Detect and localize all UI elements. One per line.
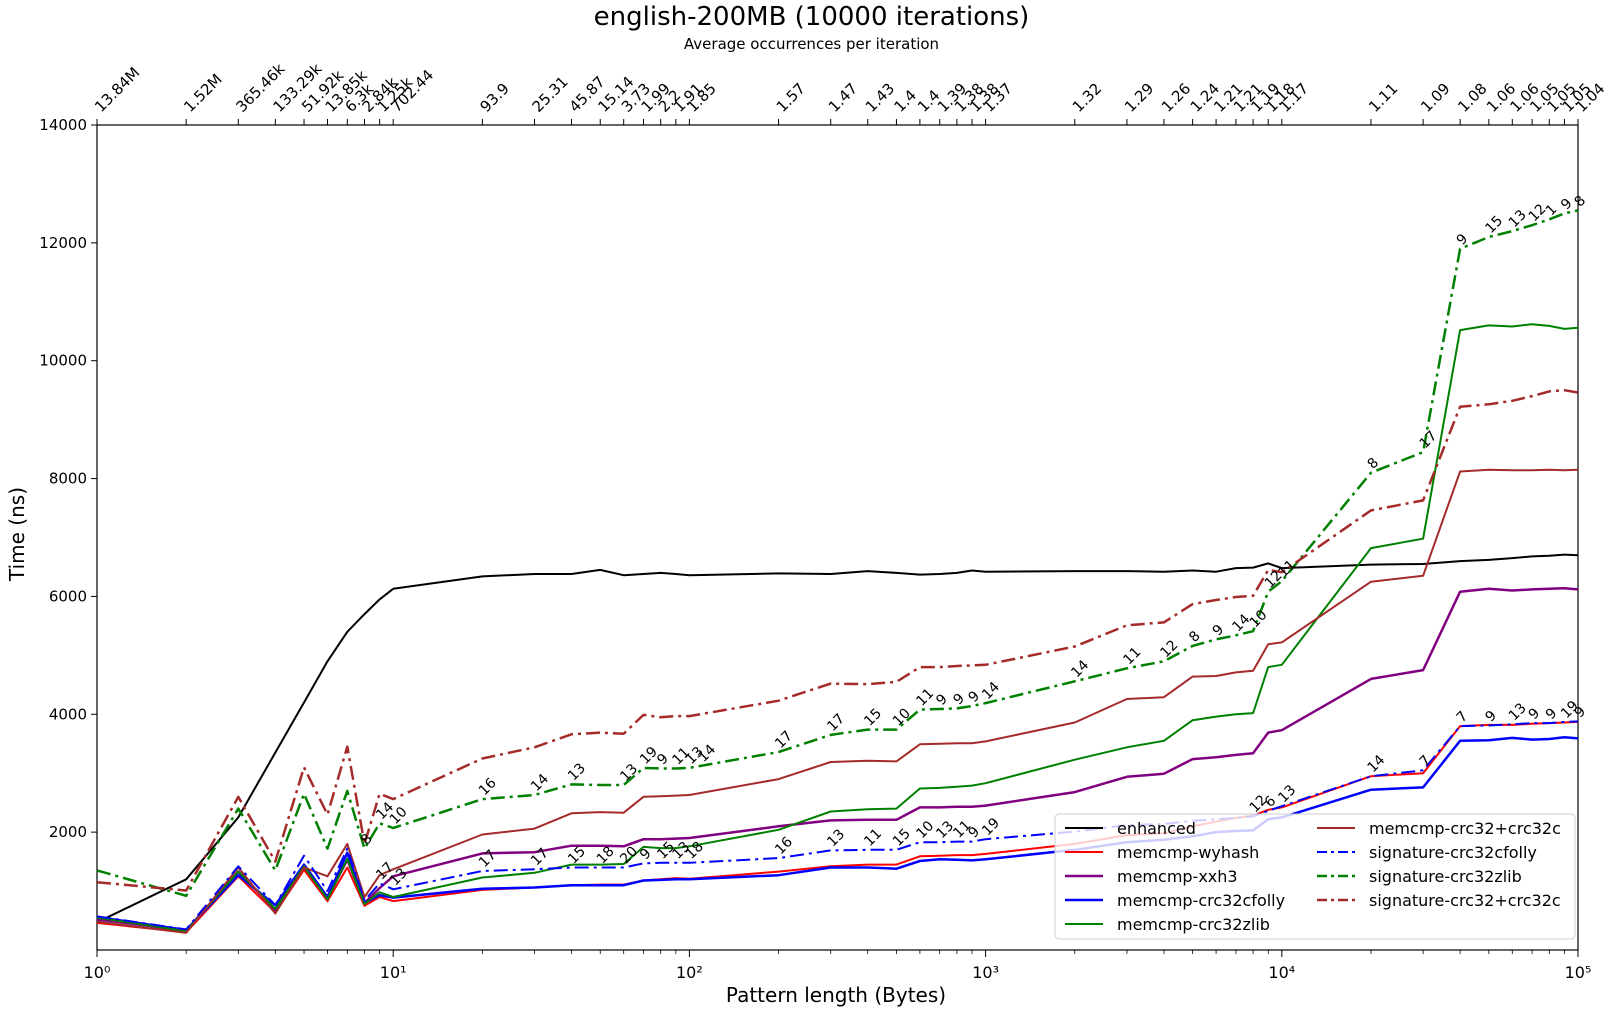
data-annotation: 11 bbox=[861, 826, 885, 850]
data-annotation: 9 bbox=[1572, 704, 1590, 722]
data-annotation: 9 bbox=[1454, 231, 1472, 249]
series-line bbox=[96, 388, 1579, 892]
top-tick-label: 1.09 bbox=[1417, 79, 1453, 115]
series-line bbox=[96, 323, 1579, 933]
y-tick-label: 12000 bbox=[39, 234, 87, 252]
top-tick-label: 1.52M bbox=[180, 70, 225, 115]
data-annotation: 17 bbox=[476, 847, 500, 871]
x-tick-label: 10³ bbox=[972, 963, 999, 982]
data-annotation: 12 bbox=[1157, 637, 1181, 661]
top-tick-label: 1.29 bbox=[1121, 79, 1157, 115]
top-tick-label: 1.26 bbox=[1158, 79, 1194, 115]
data-annotation: 9 bbox=[654, 751, 672, 769]
data-annotation: 17 bbox=[824, 711, 848, 735]
top-tick-label: 25.31 bbox=[529, 73, 572, 116]
data-annotation: 10 bbox=[890, 706, 914, 730]
y-tick-label: 2000 bbox=[49, 823, 87, 841]
series-line bbox=[96, 209, 1579, 898]
x-tick-label: 10¹ bbox=[380, 963, 407, 982]
legend-label: memcmp-crc32cfolly bbox=[1117, 891, 1285, 910]
legend-label: memcmp-crc32+crc32c bbox=[1369, 819, 1561, 838]
series-line bbox=[96, 468, 1579, 934]
top-tick-label: 1.11 bbox=[1365, 79, 1401, 115]
top-tick-label: 1.47 bbox=[825, 79, 861, 115]
legend-label: enhanced bbox=[1117, 819, 1196, 838]
y-tick-label: 6000 bbox=[49, 587, 87, 605]
plot-frame bbox=[96, 124, 1579, 951]
y-tick-label: 14000 bbox=[39, 116, 87, 134]
legend-label: signature-crc32+crc32c bbox=[1369, 891, 1561, 910]
series-line bbox=[96, 720, 1579, 934]
x-tick-label: 10⁴ bbox=[1268, 963, 1295, 982]
x-tick-label: 10⁵ bbox=[1565, 963, 1592, 982]
data-annotation: 17 bbox=[1417, 428, 1441, 452]
top-tick-label: 1.43 bbox=[862, 79, 898, 115]
x-tick-label: 10² bbox=[676, 963, 703, 982]
chart-title: english-200MB (10000 iterations) bbox=[593, 2, 1030, 32]
data-annotation: 9 bbox=[950, 691, 968, 709]
data-annotation: 13 bbox=[824, 826, 848, 850]
data-annotation: 7 bbox=[1417, 752, 1435, 770]
top-tick-label: 93.9 bbox=[476, 79, 512, 115]
data-annotation: 10 bbox=[1247, 607, 1271, 631]
legend-label: signature-crc32cfolly bbox=[1369, 843, 1537, 862]
data-annotation: 13 bbox=[617, 761, 641, 785]
data-annotation: 9 bbox=[1543, 705, 1561, 723]
data-annotation: 17 bbox=[772, 728, 796, 752]
series-line bbox=[96, 586, 1579, 932]
data-annotation: 9 bbox=[1526, 705, 1544, 723]
data-annotation: 15 bbox=[861, 706, 885, 730]
legend-label: memcmp-xxh3 bbox=[1117, 867, 1238, 886]
y-tick-label: 4000 bbox=[49, 705, 87, 723]
y-tick-label: 10000 bbox=[39, 352, 87, 370]
top-tick-label: 1.57 bbox=[773, 79, 809, 115]
top-tick-label: 1.08 bbox=[1454, 79, 1490, 115]
legend-label: signature-crc32zlib bbox=[1369, 867, 1522, 886]
data-annotation: 9 bbox=[1482, 708, 1500, 726]
series-line bbox=[96, 553, 1579, 924]
data-annotation: 18 bbox=[683, 839, 707, 863]
legend-box bbox=[1054, 813, 1576, 940]
y-axis-label: Time (ns) bbox=[5, 487, 29, 582]
data-annotation: 14 bbox=[1364, 752, 1388, 776]
data-annotation: 9 bbox=[933, 691, 951, 709]
top-tick-label: 13.84M bbox=[91, 64, 143, 116]
data-annotation: 16 bbox=[772, 834, 796, 858]
top-tick-label: 1.32 bbox=[1069, 79, 1105, 115]
data-annotation: 13 bbox=[565, 760, 589, 784]
legend-label: memcmp-wyhash bbox=[1117, 843, 1259, 862]
chart-subtitle: Average occurrences per iteration bbox=[683, 35, 940, 53]
x-tick-label: 10⁰ bbox=[84, 963, 111, 982]
data-annotation: 7 bbox=[1454, 708, 1472, 726]
series-line bbox=[96, 720, 1579, 931]
y-tick-label: 8000 bbox=[49, 470, 87, 488]
x-axis-label: Pattern length (Bytes) bbox=[726, 983, 946, 1007]
legend-label: memcmp-crc32zlib bbox=[1117, 915, 1270, 934]
data-annotation: 16 bbox=[476, 775, 500, 799]
